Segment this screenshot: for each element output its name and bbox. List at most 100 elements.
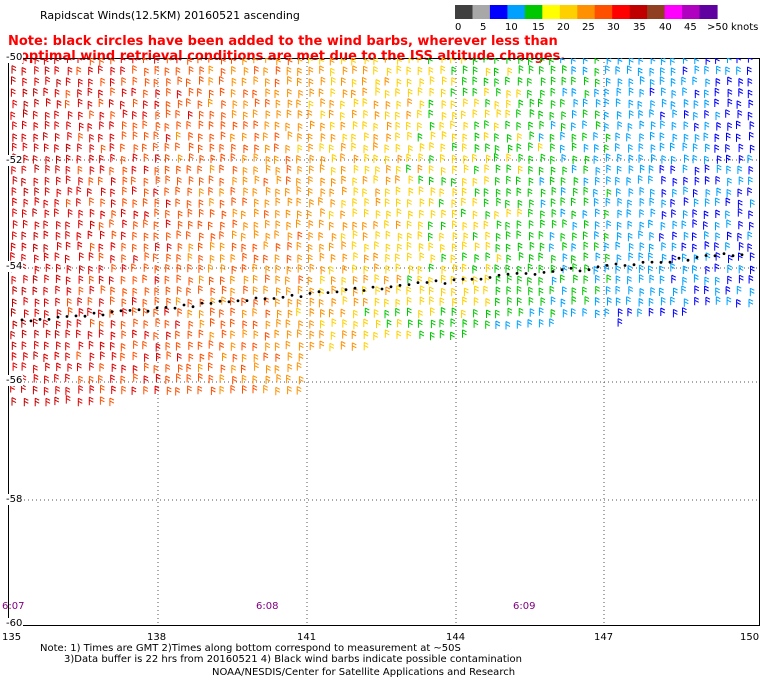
- wind-barb: [582, 286, 587, 296]
- wind-barb: [54, 144, 59, 153]
- wind-barb: [406, 296, 412, 306]
- wind-barb: [441, 131, 447, 140]
- wind-barb: [363, 265, 369, 274]
- wind-barb: [648, 252, 653, 261]
- wind-barb: [320, 275, 325, 284]
- wind-barb: [331, 285, 337, 294]
- wind-barb: [472, 87, 478, 97]
- wind-barb: [550, 120, 556, 130]
- wind-barb: [143, 153, 149, 162]
- wind-barb: [253, 153, 259, 162]
- wind-barb: [407, 98, 413, 107]
- wind-barb: [716, 187, 722, 196]
- wind-barb: [21, 67, 27, 76]
- wind-barb: [265, 88, 271, 97]
- wind-barb: [516, 109, 521, 118]
- wind-barb: [529, 131, 535, 140]
- wind-barb: [297, 67, 302, 76]
- wind-barb: [408, 145, 413, 154]
- wind-barb: [560, 187, 566, 196]
- wind-barb: [177, 352, 182, 362]
- wind-barb: [430, 307, 435, 316]
- quality-circles: [20, 252, 744, 323]
- wind-barb: [220, 153, 226, 162]
- wind-barb: [638, 252, 644, 261]
- wind-barb: [166, 58, 172, 64]
- wind-barb: [44, 375, 49, 384]
- wind-barb: [582, 66, 588, 75]
- wind-barb: [725, 197, 731, 206]
- wind-barb: [132, 231, 138, 241]
- wind-barb: [463, 155, 468, 164]
- wind-barb: [451, 243, 457, 252]
- wind-barb: [65, 165, 71, 175]
- wind-barb: [571, 76, 576, 85]
- wind-barb: [474, 121, 480, 130]
- quality-flag-dot: [713, 254, 717, 258]
- wind-barb: [176, 286, 182, 295]
- wind-barb: [12, 298, 17, 307]
- wind-barb: [560, 232, 566, 242]
- wind-barb: [342, 222, 348, 231]
- wind-barb: [252, 307, 258, 317]
- wind-barb: [253, 330, 259, 339]
- wind-barb: [561, 122, 566, 132]
- wind-barb: [560, 197, 566, 206]
- wind-barb: [331, 318, 337, 327]
- wind-barb: [495, 275, 501, 285]
- wind-barb: [560, 58, 565, 64]
- wind-barb: [209, 110, 215, 120]
- wind-barb: [154, 265, 160, 274]
- wind-barb: [560, 298, 566, 307]
- wind-barb: [714, 87, 720, 97]
- wind-barb: [164, 165, 170, 174]
- wind-barb: [44, 274, 50, 283]
- wind-barb: [408, 210, 413, 219]
- wind-barb: [715, 296, 721, 305]
- wind-barb: [56, 188, 62, 198]
- wind-barb: [121, 231, 126, 240]
- wind-barb: [494, 100, 500, 110]
- wind-barb: [231, 143, 236, 153]
- wind-barb: [384, 144, 390, 153]
- legend-swatch: [664, 5, 683, 19]
- wind-barb: [474, 242, 480, 251]
- wind-barb: [219, 230, 225, 240]
- quality-flag-dot: [434, 279, 438, 283]
- wind-barb: [209, 164, 215, 174]
- wind-barb: [485, 231, 491, 241]
- wind-barb: [638, 143, 644, 152]
- wind-barb: [44, 120, 50, 130]
- wind-barb: [67, 58, 72, 63]
- wind-barb: [726, 154, 731, 163]
- wind-barb: [396, 330, 402, 339]
- wind-barb: [265, 78, 270, 87]
- wind-barb: [76, 232, 82, 241]
- wind-barb: [197, 165, 203, 174]
- wind-barb: [331, 154, 337, 163]
- wind-barb: [571, 133, 577, 143]
- wind-barb: [297, 210, 302, 219]
- wind-barb: [748, 99, 754, 108]
- wind-barb: [263, 132, 268, 141]
- wind-barb: [297, 58, 303, 65]
- wind-barb: [737, 109, 743, 119]
- wind-barb: [649, 243, 654, 252]
- wind-barb: [219, 164, 225, 173]
- legend-swatch: [559, 5, 578, 19]
- wind-barb: [90, 242, 95, 252]
- wind-barb: [671, 274, 677, 284]
- wind-barb: [549, 58, 554, 66]
- wind-barb: [54, 198, 60, 208]
- wind-barb: [628, 165, 634, 174]
- wind-barb: [243, 285, 249, 294]
- wind-barb: [738, 264, 744, 274]
- wind-barb: [308, 66, 314, 76]
- wind-barb: [747, 154, 753, 164]
- wind-barb: [189, 153, 194, 162]
- wind-barb: [221, 111, 226, 121]
- wind-barb: [573, 98, 579, 108]
- wind-barb: [571, 243, 577, 252]
- wind-barb: [242, 252, 248, 262]
- wind-barb: [472, 265, 478, 274]
